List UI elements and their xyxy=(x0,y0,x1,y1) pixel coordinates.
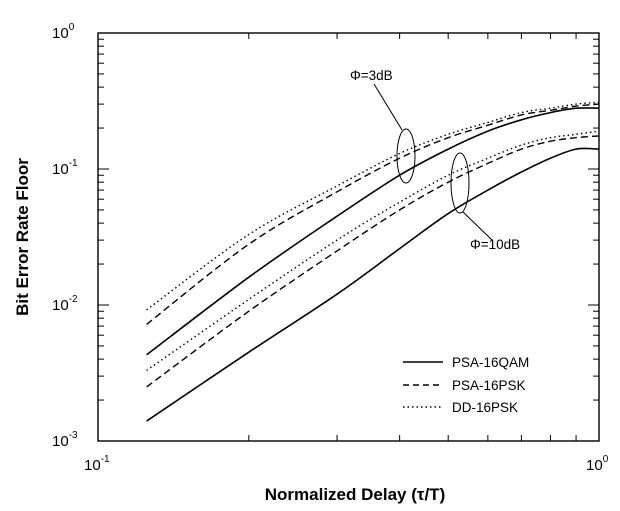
annotation-leader xyxy=(373,83,403,131)
annotation-leader xyxy=(462,211,493,241)
y-tick-label: 100 xyxy=(52,22,75,42)
annotation-label: Φ=10dB xyxy=(470,237,520,252)
y-tick-label: 10-1 xyxy=(52,158,78,178)
y-tick-label: 10-3 xyxy=(52,430,78,450)
plot-frame xyxy=(97,32,600,442)
legend: PSA-16QAM PSA-16PSK DD-16PSK xyxy=(403,355,529,415)
legend-label: DD-16PSK xyxy=(452,400,518,415)
y-axis-title: Bit Error Rate Floor xyxy=(13,158,32,316)
series-layer xyxy=(146,101,600,422)
ticks-layer xyxy=(98,32,599,442)
x-tick-label: 10-1 xyxy=(84,454,110,474)
annotation-ellipse xyxy=(396,128,416,184)
legend-label: PSA-16PSK xyxy=(452,378,526,393)
series-line-psa-16psk-3db xyxy=(146,103,600,325)
series-line-psa-16psk-10db xyxy=(146,135,600,388)
annotation-ellipse xyxy=(450,152,470,214)
y-tick-label: 10-2 xyxy=(52,294,78,314)
series-line-psa-16qam-10db xyxy=(146,147,600,422)
legend-label: PSA-16QAM xyxy=(452,355,529,370)
series-line-dd-16psk-10db xyxy=(146,130,600,372)
annotation-3db: Φ=3dB xyxy=(350,68,416,184)
series-line-psa-16qam-3db xyxy=(146,107,600,356)
annotation-10db: Φ=10dB xyxy=(450,152,520,252)
series-line-dd-16psk-3db xyxy=(146,101,600,311)
annotation-label: Φ=3dB xyxy=(350,68,393,83)
x-axis-title: Normalized Delay (τ/T) xyxy=(265,485,445,504)
x-tick-label: 100 xyxy=(586,454,609,474)
plot-area xyxy=(97,32,600,442)
